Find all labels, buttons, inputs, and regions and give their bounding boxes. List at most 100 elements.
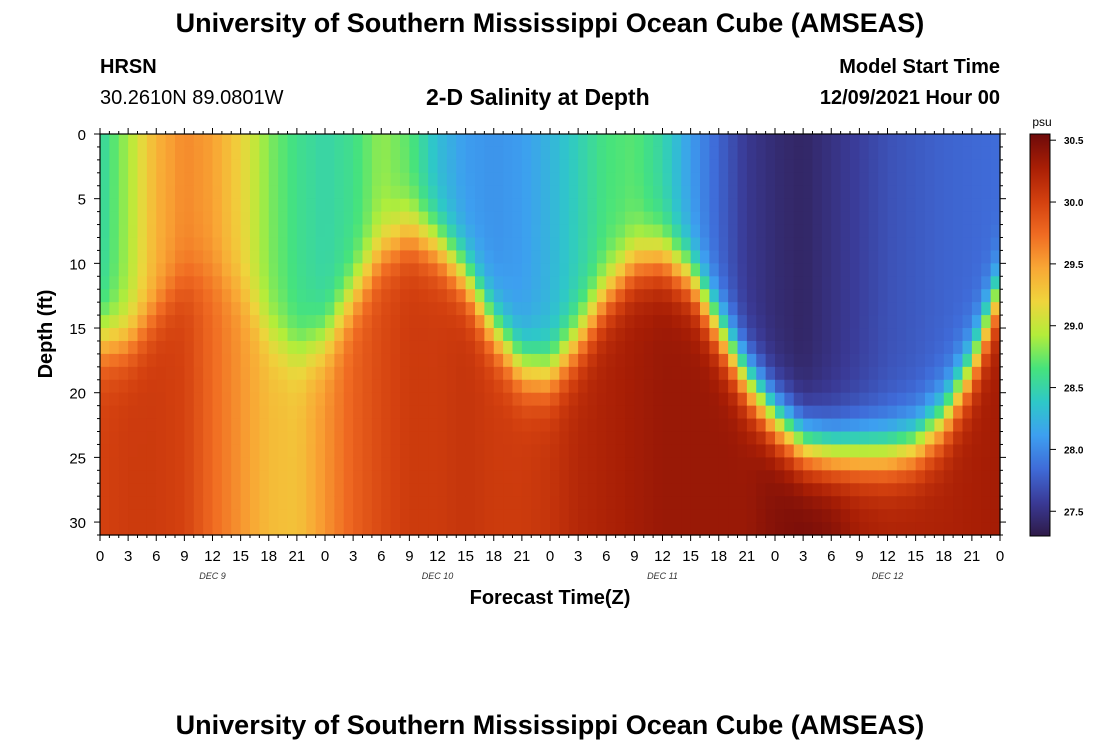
heatmap-cell bbox=[503, 198, 514, 213]
heatmap-cell bbox=[803, 263, 814, 277]
heatmap-cell bbox=[446, 431, 457, 446]
heatmap-cell bbox=[915, 185, 926, 200]
heatmap-cell bbox=[512, 185, 523, 200]
heatmap-cell bbox=[925, 366, 935, 381]
heatmap-cell bbox=[962, 315, 973, 329]
heatmap-cell bbox=[128, 405, 139, 420]
heatmap-cell bbox=[418, 418, 429, 433]
heatmap-cell bbox=[259, 134, 270, 148]
heatmap-cell bbox=[850, 198, 860, 213]
heatmap-cell bbox=[728, 198, 739, 213]
heatmap-cell bbox=[343, 185, 354, 200]
heatmap-cell bbox=[728, 509, 739, 523]
heatmap-cell bbox=[962, 379, 973, 394]
heatmap-cell bbox=[587, 159, 598, 174]
heatmap-cell bbox=[953, 315, 964, 329]
heatmap-cell bbox=[306, 134, 317, 148]
heatmap-cell bbox=[418, 224, 429, 239]
heatmap-cell bbox=[296, 470, 307, 484]
heatmap-cell bbox=[521, 146, 532, 161]
heatmap-cell bbox=[671, 146, 682, 161]
heatmap-cell bbox=[334, 263, 345, 277]
heatmap-cell bbox=[362, 315, 373, 329]
heatmap-cell bbox=[625, 146, 635, 161]
heatmap-cell bbox=[137, 237, 148, 252]
heatmap-cell bbox=[484, 250, 495, 264]
heatmap-cell bbox=[634, 483, 645, 497]
heatmap-cell bbox=[493, 457, 504, 471]
heatmap-cell bbox=[418, 522, 429, 536]
heatmap-cell bbox=[756, 289, 767, 303]
heatmap-cell bbox=[971, 405, 982, 420]
heatmap-cell bbox=[353, 340, 364, 355]
heatmap-cell bbox=[437, 315, 448, 329]
heatmap-cell bbox=[540, 250, 551, 264]
heatmap-cell bbox=[578, 134, 589, 148]
heatmap-cell bbox=[240, 250, 251, 264]
heatmap-cell bbox=[484, 198, 495, 213]
heatmap-cell bbox=[859, 276, 870, 290]
heatmap-cell bbox=[559, 496, 570, 510]
heatmap-cell bbox=[400, 522, 410, 536]
heatmap-cell bbox=[896, 522, 907, 536]
heatmap-cell bbox=[512, 250, 523, 264]
heatmap-cell bbox=[531, 224, 542, 239]
heatmap-cell bbox=[456, 237, 467, 252]
heatmap-cell bbox=[353, 379, 364, 394]
heatmap-cell bbox=[709, 146, 720, 161]
heatmap-cell bbox=[709, 276, 720, 290]
heatmap-cell bbox=[831, 134, 842, 148]
heatmap-cell bbox=[343, 276, 354, 290]
heatmap-cell bbox=[671, 418, 682, 433]
heatmap-cell bbox=[531, 418, 542, 433]
heatmap-cell bbox=[446, 302, 457, 316]
y-tick-label: 15 bbox=[69, 321, 86, 338]
heatmap-cell bbox=[156, 431, 167, 446]
heatmap-cell bbox=[193, 146, 204, 161]
heatmap-cell bbox=[718, 224, 729, 239]
heatmap-cell bbox=[925, 237, 935, 252]
heatmap-cell bbox=[737, 340, 748, 355]
heatmap-cell bbox=[746, 457, 757, 471]
heatmap-cell bbox=[203, 444, 214, 458]
heatmap-cell bbox=[850, 224, 860, 239]
heatmap-cell bbox=[643, 418, 654, 433]
heatmap-cell bbox=[484, 392, 495, 407]
heatmap-cell bbox=[428, 185, 439, 200]
heatmap-cell bbox=[465, 457, 476, 471]
heatmap-cell bbox=[700, 198, 710, 213]
heatmap-cell bbox=[446, 444, 457, 458]
heatmap-cell bbox=[953, 379, 964, 394]
heatmap-cell bbox=[690, 328, 701, 342]
heatmap-cell bbox=[550, 509, 560, 523]
heatmap-cell bbox=[381, 172, 392, 187]
x-tick-label: 9 bbox=[180, 548, 188, 565]
heatmap-cell bbox=[296, 418, 307, 433]
heatmap-cell bbox=[934, 457, 945, 471]
heatmap-cell bbox=[362, 431, 373, 446]
heatmap-cell bbox=[118, 392, 129, 407]
heatmap-cell bbox=[343, 211, 354, 226]
heatmap-cell bbox=[887, 431, 898, 446]
heatmap-cell bbox=[521, 522, 532, 536]
heatmap-cell bbox=[896, 134, 907, 148]
heatmap-cell bbox=[953, 185, 964, 200]
heatmap-cell bbox=[259, 146, 270, 161]
heatmap-cell bbox=[437, 353, 448, 368]
heatmap-cell bbox=[690, 470, 701, 484]
heatmap-cell bbox=[784, 418, 795, 433]
heatmap-cell bbox=[250, 392, 260, 407]
heatmap-cell bbox=[165, 159, 176, 174]
heatmap-cell bbox=[775, 470, 785, 484]
heatmap-cell bbox=[746, 211, 757, 226]
heatmap-cell bbox=[559, 224, 570, 239]
heatmap-cell bbox=[362, 302, 373, 316]
heatmap-cell bbox=[193, 134, 204, 148]
heatmap-cell bbox=[484, 496, 495, 510]
heatmap-cell bbox=[428, 237, 439, 252]
heatmap-cell bbox=[934, 185, 945, 200]
heatmap-cell bbox=[418, 328, 429, 342]
heatmap-cell bbox=[146, 431, 157, 446]
heatmap-cell bbox=[793, 431, 804, 446]
heatmap-cell bbox=[559, 340, 570, 355]
